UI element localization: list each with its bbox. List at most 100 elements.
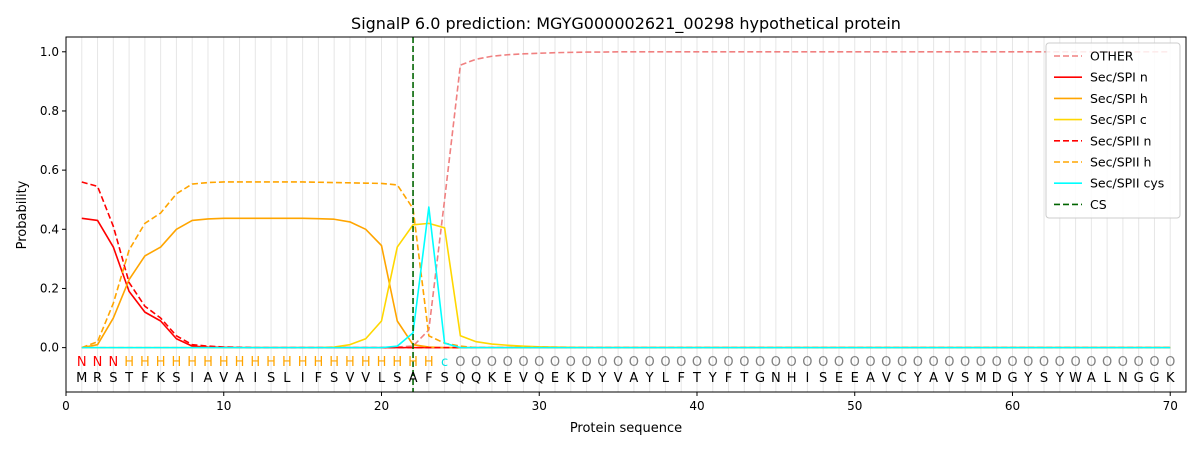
residue-label: H: [787, 371, 797, 386]
region-label: O: [881, 355, 891, 370]
residue-label: S: [1040, 371, 1048, 386]
region-label: H: [187, 355, 197, 370]
residue-label: S: [172, 371, 180, 386]
region-label: O: [850, 355, 860, 370]
residue-label: F: [425, 371, 432, 386]
residue-label: L: [378, 371, 386, 386]
residue-label: A: [629, 371, 638, 386]
y-tick-label: 0.6: [40, 163, 59, 177]
residue-label: V: [614, 371, 623, 386]
region-label: O: [676, 355, 686, 370]
region-label: O: [534, 355, 544, 370]
region-label: H: [124, 355, 134, 370]
residue-label: W: [1069, 371, 1082, 386]
y-tick-label: 0.8: [40, 104, 59, 118]
region-label: H: [266, 355, 276, 370]
residue-label: K: [567, 371, 576, 386]
residue-label: I: [805, 371, 809, 386]
residue-label: S: [961, 371, 969, 386]
region-label: H: [235, 355, 245, 370]
region-label: H: [219, 355, 229, 370]
region-label: H: [156, 355, 166, 370]
region-label: H: [392, 355, 402, 370]
residue-label: N: [1118, 371, 1128, 386]
region-label: H: [140, 355, 150, 370]
residue-label: Y: [913, 371, 922, 386]
region-label: H: [172, 355, 182, 370]
residue-label: M: [975, 371, 986, 386]
x-tick-label: 0: [62, 399, 70, 413]
region-label: O: [802, 355, 812, 370]
x-axis-ticks: 0 10 20 30 40 50 60 70: [62, 392, 1178, 413]
region-label: O: [566, 355, 576, 370]
residue-label: S: [440, 371, 448, 386]
region-label: H: [408, 355, 418, 370]
region-label: N: [108, 355, 118, 370]
region-label: O: [1118, 355, 1128, 370]
y-tick-label: 1.0: [40, 45, 59, 59]
region-label: O: [1055, 355, 1065, 370]
region-label: O: [739, 355, 749, 370]
region-label: c: [441, 355, 448, 370]
region-label: H: [203, 355, 213, 370]
residue-label: S: [819, 371, 827, 386]
region-label: O: [629, 355, 639, 370]
residue-label: Y: [708, 371, 717, 386]
residue-label: T: [124, 371, 133, 386]
residue-label: D: [582, 371, 592, 386]
residue-label: V: [361, 371, 370, 386]
residue-label: A: [929, 371, 938, 386]
x-axis-label: Protein sequence: [570, 421, 682, 436]
region-label: O: [708, 355, 718, 370]
region-label: O: [1023, 355, 1033, 370]
x-tick-label: 20: [374, 399, 389, 413]
residue-label: V: [882, 371, 891, 386]
residue-label: V: [219, 371, 228, 386]
residue-label: S: [393, 371, 401, 386]
region-label: O: [944, 355, 954, 370]
region-label: O: [834, 355, 844, 370]
region-label: O: [518, 355, 528, 370]
residue-label: Q: [455, 371, 465, 386]
region-label: O: [1039, 355, 1049, 370]
residue-label: V: [345, 371, 354, 386]
region-label: O: [455, 355, 465, 370]
residue-label: G: [755, 371, 765, 386]
region-label: O: [992, 355, 1002, 370]
residue-label: N: [771, 371, 781, 386]
y-tick-label: 0.2: [40, 281, 59, 295]
region-label: N: [93, 355, 103, 370]
x-tick-label: 50: [847, 399, 862, 413]
vertical-grid: [81, 37, 1171, 392]
x-tick-label: 30: [532, 399, 547, 413]
residue-label: Q: [471, 371, 481, 386]
region-label: O: [787, 355, 797, 370]
y-tick-label: 0.4: [40, 222, 59, 236]
residue-label: S: [109, 371, 117, 386]
residue-label: L: [283, 371, 291, 386]
region-label: H: [314, 355, 324, 370]
residue-label: A: [409, 371, 418, 386]
region-label: O: [755, 355, 765, 370]
residue-label: A: [866, 371, 875, 386]
region-label: O: [1070, 355, 1080, 370]
residue-label: L: [662, 371, 670, 386]
residue-label: E: [504, 371, 512, 386]
residue-label: C: [898, 371, 907, 386]
residue-label: K: [1166, 371, 1175, 386]
y-axis-ticks: 0.0 0.2 0.4 0.6 0.8 1.0: [40, 45, 66, 355]
residue-label: Q: [534, 371, 544, 386]
residue-label: E: [551, 371, 559, 386]
x-tick-label: 70: [1163, 399, 1178, 413]
region-label: H: [329, 355, 339, 370]
legend-label: CS: [1090, 197, 1107, 212]
residue-label: F: [141, 371, 148, 386]
region-label: O: [660, 355, 670, 370]
region-label: O: [771, 355, 781, 370]
residue-label: Y: [1055, 371, 1064, 386]
legend-label: Sec/SPI h: [1090, 91, 1148, 106]
region-label: O: [581, 355, 591, 370]
region-label: O: [723, 355, 733, 370]
residue-label: Y: [645, 371, 654, 386]
